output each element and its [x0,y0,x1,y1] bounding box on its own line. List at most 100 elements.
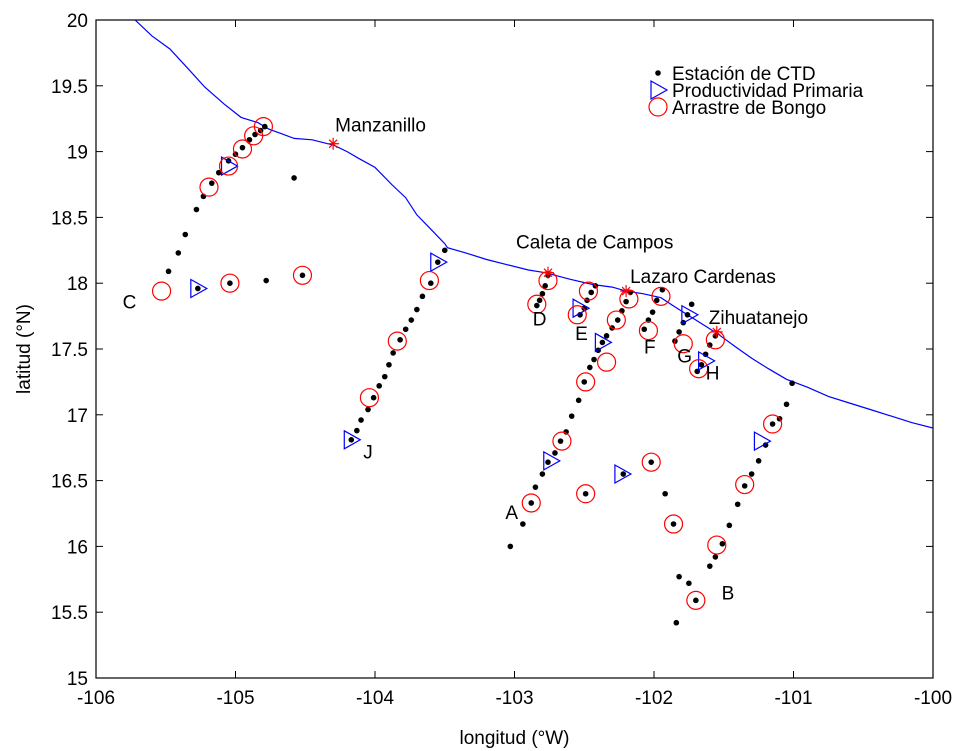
bongo-circle [199,177,219,197]
bongo-circle [151,281,172,301]
ctd-station-point [397,336,403,343]
productividad-triangle [681,304,700,325]
transect-label: H [706,364,720,385]
ctd-station-point [215,169,222,176]
y-tick-label: 17 [67,406,88,427]
transect-label: E [575,324,588,345]
bongo-circle [292,265,313,285]
x-tick-label: -102 [635,688,673,709]
bongo-circle [619,289,639,309]
ctd-station-point [545,459,551,465]
bongo-circle [578,281,599,301]
ctd-station-point [370,394,377,401]
bongo-circle [232,139,253,159]
bongo-circle [521,493,541,513]
ctd-station-point [726,522,733,529]
ctd-station-point [520,521,526,527]
y-tick-label: 18.5 [51,208,88,229]
transect-label: B [722,583,735,604]
ctd-station-point [707,342,713,348]
annotations: Manzanillo Caleta de Campos Lazaro Cardena… [123,116,808,605]
ctd-station-point [532,484,539,490]
ctd-station-point [208,180,215,186]
ctd-station-point [670,521,677,527]
city-marker [543,268,553,278]
bongo-circle [218,156,239,176]
bongo-circle [663,514,684,534]
ctd-station-point [402,326,409,333]
ctd-station-point [614,317,621,323]
legend-entry: Estación de CTD [672,64,816,85]
ctd-station-point [552,450,558,456]
transect-label: A [505,503,518,524]
ctd-station-point [528,500,535,506]
ctd-station-point [712,554,719,560]
ctd-station-point [582,490,589,497]
x-tick-label: -106 [77,688,115,709]
ctd-station-point [195,285,201,292]
legend-entry: Arrastre de Bongo [672,98,826,119]
ctd-station-point [441,247,448,254]
city-label: Lazaro Cardenas [630,267,776,288]
ctd-station-point [741,483,748,489]
ctd-station-point [698,361,705,368]
productividad-triangle [343,429,362,450]
axis-ticks: -106 -105 -104 -103 -102 -101 -100 15 15.5 16 16.5… [51,11,952,709]
productividad-triangle [430,252,448,273]
legend-ctd-marker [655,70,661,76]
ctd-station-point [534,302,540,309]
bongo-circle [552,431,572,451]
bongo-circle [606,310,626,330]
ctd-station-point [688,301,695,308]
x-tick-label: -104 [356,688,394,709]
legend-productividad-marker [650,79,669,101]
bongo-circle [686,590,706,610]
bongo-circle [419,270,440,291]
ctd-station-point [591,356,597,363]
productividad-triangle [594,332,613,353]
ctd-station-point [783,401,790,408]
ctd-station-point [587,364,593,371]
transect-label: C [123,293,137,314]
bongo-circle [707,535,727,555]
y-tick-label: 15.5 [51,603,88,624]
ctd-station-point [599,339,606,346]
bongo-circle [673,334,693,354]
bongo-circle [220,273,240,293]
ctd-station-point [239,144,246,151]
x-tick-label: -100 [914,688,952,709]
bongo-circle [651,286,671,306]
bongo-circle [253,116,273,137]
ctd-station-point [542,283,548,289]
ctd-station-point [769,421,776,427]
ctd-station-point [662,490,668,497]
ctd-station-point [419,293,426,300]
transect-label: F [644,337,656,358]
ctd-station-point [620,471,627,477]
ctd-station-point [755,458,762,464]
ctd-station-point [648,459,655,465]
ctd-station-point [563,429,569,435]
ctd-station-point [581,379,588,385]
y-tick-label: 17.5 [51,340,88,361]
ctd-station-point [365,406,371,413]
productividad-triangle [543,450,561,471]
bongo-circle [735,474,755,495]
y-tick-label: 16 [67,537,88,558]
transect-label: D [533,310,547,331]
productividad-triangle [220,156,239,177]
ctd-station-point [649,309,656,315]
ctd-station-point [673,619,680,626]
x-axis-label: longitud (°W) [459,728,569,749]
ctd-station-point [428,280,434,287]
y-tick-label: 19 [67,143,88,164]
ctd-station-point [684,311,691,318]
plot-area [95,19,934,679]
city-label: Caleta de Campos [516,233,673,254]
bongo-circle [689,359,709,379]
ctd-station-point [291,175,297,181]
ctd-station-point [588,289,595,296]
bongo-circle [359,388,380,408]
